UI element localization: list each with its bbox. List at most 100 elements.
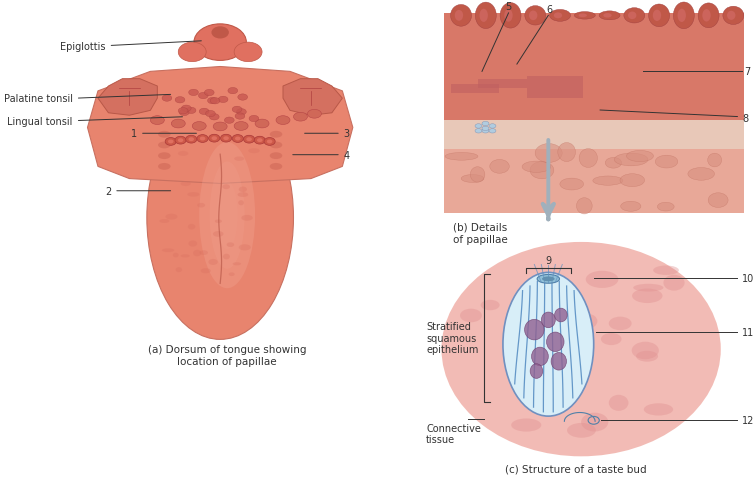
Polygon shape — [98, 80, 157, 116]
Ellipse shape — [186, 108, 196, 114]
Ellipse shape — [702, 10, 710, 22]
Ellipse shape — [254, 137, 265, 145]
Ellipse shape — [173, 253, 179, 258]
Text: 11: 11 — [741, 327, 754, 337]
Ellipse shape — [239, 201, 244, 206]
Text: 9: 9 — [545, 256, 551, 265]
Ellipse shape — [632, 342, 659, 360]
Ellipse shape — [180, 255, 190, 258]
Polygon shape — [479, 80, 528, 89]
Ellipse shape — [200, 137, 205, 141]
Ellipse shape — [615, 154, 648, 166]
Ellipse shape — [264, 138, 275, 146]
Ellipse shape — [530, 162, 554, 180]
Ellipse shape — [208, 135, 220, 143]
Ellipse shape — [188, 224, 196, 230]
Polygon shape — [283, 80, 342, 116]
Ellipse shape — [624, 9, 645, 24]
Ellipse shape — [515, 328, 532, 342]
Ellipse shape — [555, 308, 567, 322]
Ellipse shape — [257, 139, 263, 143]
Ellipse shape — [599, 12, 620, 21]
Polygon shape — [528, 77, 583, 99]
Ellipse shape — [609, 317, 632, 330]
Ellipse shape — [238, 193, 248, 198]
Ellipse shape — [181, 106, 191, 112]
Ellipse shape — [186, 136, 197, 144]
Ellipse shape — [193, 122, 206, 131]
Ellipse shape — [158, 142, 171, 149]
Ellipse shape — [723, 7, 744, 25]
Ellipse shape — [475, 124, 482, 129]
Polygon shape — [444, 150, 744, 213]
Ellipse shape — [223, 137, 229, 141]
Ellipse shape — [189, 90, 199, 96]
Ellipse shape — [578, 15, 587, 18]
Text: Palatine tonsil: Palatine tonsil — [4, 94, 72, 104]
Ellipse shape — [708, 193, 728, 208]
Ellipse shape — [460, 309, 482, 323]
Polygon shape — [444, 14, 744, 121]
Ellipse shape — [636, 351, 658, 362]
Ellipse shape — [525, 320, 544, 340]
Ellipse shape — [500, 3, 521, 29]
Text: Lingual tonsil: Lingual tonsil — [8, 116, 72, 126]
Ellipse shape — [162, 96, 172, 102]
Ellipse shape — [567, 423, 596, 438]
Text: 7: 7 — [744, 67, 750, 77]
Ellipse shape — [550, 10, 571, 22]
Ellipse shape — [575, 13, 595, 20]
Ellipse shape — [234, 43, 262, 62]
Ellipse shape — [158, 153, 171, 160]
Polygon shape — [451, 84, 500, 94]
Ellipse shape — [577, 198, 592, 215]
Ellipse shape — [199, 142, 255, 288]
Ellipse shape — [606, 158, 621, 169]
Text: Stratified
squamous
epithelium: Stratified squamous epithelium — [426, 322, 479, 355]
Ellipse shape — [255, 120, 269, 129]
Ellipse shape — [525, 7, 546, 26]
Ellipse shape — [644, 404, 673, 416]
Ellipse shape — [205, 90, 214, 97]
Ellipse shape — [211, 137, 217, 141]
Ellipse shape — [224, 118, 234, 124]
Ellipse shape — [233, 135, 243, 143]
Polygon shape — [88, 67, 353, 184]
Text: 4: 4 — [344, 150, 350, 161]
Text: 1: 1 — [131, 129, 137, 139]
Ellipse shape — [688, 168, 714, 181]
Ellipse shape — [234, 122, 248, 131]
Ellipse shape — [194, 25, 246, 61]
Ellipse shape — [627, 151, 653, 163]
Ellipse shape — [475, 129, 482, 134]
Text: 10: 10 — [741, 274, 754, 284]
Ellipse shape — [197, 203, 205, 208]
Ellipse shape — [579, 149, 597, 168]
Ellipse shape — [481, 300, 500, 311]
Text: (a) Dorsum of tongue showing
location of papillae: (a) Dorsum of tongue showing location of… — [148, 345, 307, 366]
Ellipse shape — [208, 260, 217, 265]
Ellipse shape — [476, 3, 496, 29]
Ellipse shape — [294, 113, 307, 122]
Polygon shape — [444, 121, 744, 150]
Ellipse shape — [531, 342, 550, 353]
Ellipse shape — [158, 163, 171, 170]
Ellipse shape — [581, 413, 609, 431]
Text: (b) Details
of papillae: (b) Details of papillae — [453, 223, 507, 244]
Ellipse shape — [532, 347, 548, 366]
Ellipse shape — [482, 127, 489, 131]
Ellipse shape — [522, 162, 550, 173]
Ellipse shape — [209, 114, 219, 121]
Ellipse shape — [621, 202, 641, 212]
Ellipse shape — [307, 110, 322, 119]
Ellipse shape — [558, 143, 575, 162]
Text: 6: 6 — [547, 5, 553, 15]
Ellipse shape — [233, 263, 241, 266]
Ellipse shape — [698, 4, 719, 29]
Ellipse shape — [150, 117, 165, 125]
Polygon shape — [444, 14, 744, 213]
Ellipse shape — [180, 182, 191, 186]
Ellipse shape — [489, 129, 496, 134]
Ellipse shape — [235, 137, 241, 141]
Ellipse shape — [235, 114, 245, 120]
